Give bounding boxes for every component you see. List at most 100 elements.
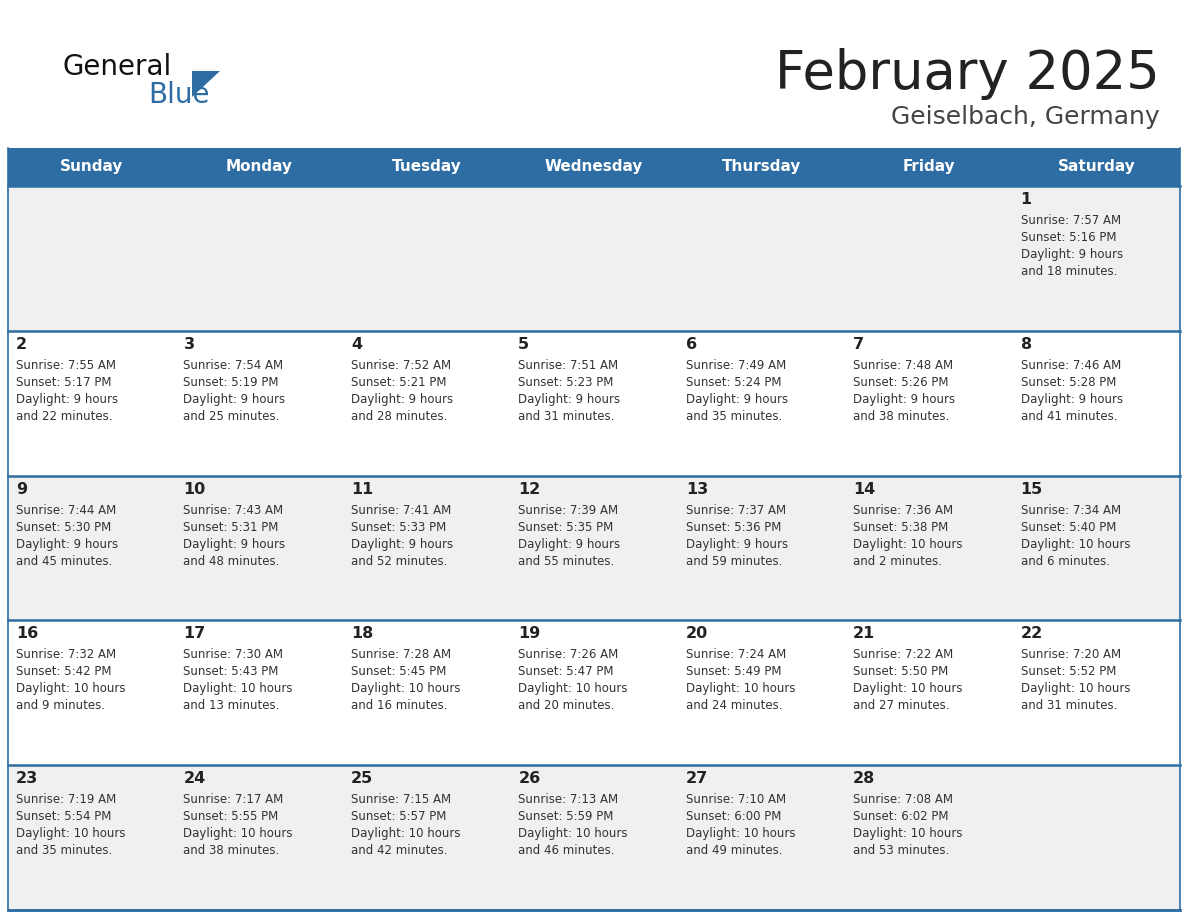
Bar bbox=[8, 766, 1180, 910]
Text: and 53 minutes.: and 53 minutes. bbox=[853, 845, 949, 857]
Bar bbox=[176, 148, 343, 186]
Bar bbox=[8, 148, 176, 186]
Text: Daylight: 9 hours: Daylight: 9 hours bbox=[15, 393, 118, 406]
Text: Sunset: 5:26 PM: Sunset: 5:26 PM bbox=[853, 375, 949, 389]
Text: 5: 5 bbox=[518, 337, 530, 352]
Text: Sunset: 5:45 PM: Sunset: 5:45 PM bbox=[350, 666, 447, 678]
Text: Sunset: 5:43 PM: Sunset: 5:43 PM bbox=[183, 666, 279, 678]
Text: Sunset: 5:52 PM: Sunset: 5:52 PM bbox=[1020, 666, 1116, 678]
Text: Daylight: 9 hours: Daylight: 9 hours bbox=[685, 393, 788, 406]
Text: 12: 12 bbox=[518, 482, 541, 497]
Text: Sunrise: 7:20 AM: Sunrise: 7:20 AM bbox=[1020, 648, 1120, 661]
Text: Sunset: 6:02 PM: Sunset: 6:02 PM bbox=[853, 811, 949, 823]
Text: 15: 15 bbox=[1020, 482, 1043, 497]
Text: 3: 3 bbox=[183, 337, 195, 352]
Text: Sunset: 5:42 PM: Sunset: 5:42 PM bbox=[15, 666, 112, 678]
Text: Sunrise: 7:32 AM: Sunrise: 7:32 AM bbox=[15, 648, 116, 661]
Text: Sunset: 6:00 PM: Sunset: 6:00 PM bbox=[685, 811, 781, 823]
Text: 28: 28 bbox=[853, 771, 876, 786]
Text: and 49 minutes.: and 49 minutes. bbox=[685, 845, 782, 857]
Text: Sunset: 5:55 PM: Sunset: 5:55 PM bbox=[183, 811, 279, 823]
Text: Sunset: 5:19 PM: Sunset: 5:19 PM bbox=[183, 375, 279, 389]
Text: Daylight: 9 hours: Daylight: 9 hours bbox=[15, 538, 118, 551]
Text: Daylight: 10 hours: Daylight: 10 hours bbox=[518, 827, 627, 840]
Text: Sunrise: 7:08 AM: Sunrise: 7:08 AM bbox=[853, 793, 953, 806]
Text: Daylight: 10 hours: Daylight: 10 hours bbox=[183, 827, 293, 840]
Text: Sunrise: 7:15 AM: Sunrise: 7:15 AM bbox=[350, 793, 451, 806]
Text: Sunset: 5:28 PM: Sunset: 5:28 PM bbox=[1020, 375, 1116, 389]
Text: 17: 17 bbox=[183, 626, 206, 642]
Text: 21: 21 bbox=[853, 626, 876, 642]
Text: Sunset: 5:40 PM: Sunset: 5:40 PM bbox=[1020, 521, 1116, 533]
Text: and 42 minutes.: and 42 minutes. bbox=[350, 845, 448, 857]
Text: 23: 23 bbox=[15, 771, 38, 786]
Text: Daylight: 9 hours: Daylight: 9 hours bbox=[350, 393, 453, 406]
Text: 13: 13 bbox=[685, 482, 708, 497]
Text: Sunset: 5:50 PM: Sunset: 5:50 PM bbox=[853, 666, 948, 678]
Text: and 59 minutes.: and 59 minutes. bbox=[685, 554, 782, 567]
Text: and 20 minutes.: and 20 minutes. bbox=[518, 700, 614, 712]
Text: Sunrise: 7:49 AM: Sunrise: 7:49 AM bbox=[685, 359, 786, 372]
Text: Sunrise: 7:44 AM: Sunrise: 7:44 AM bbox=[15, 504, 116, 517]
Text: Sunrise: 7:24 AM: Sunrise: 7:24 AM bbox=[685, 648, 786, 661]
Text: Sunset: 5:33 PM: Sunset: 5:33 PM bbox=[350, 521, 447, 533]
Text: Monday: Monday bbox=[226, 160, 292, 174]
Text: Sunrise: 7:22 AM: Sunrise: 7:22 AM bbox=[853, 648, 954, 661]
Text: 25: 25 bbox=[350, 771, 373, 786]
Text: Daylight: 10 hours: Daylight: 10 hours bbox=[853, 538, 962, 551]
Text: Sunrise: 7:37 AM: Sunrise: 7:37 AM bbox=[685, 504, 785, 517]
Text: 20: 20 bbox=[685, 626, 708, 642]
Text: Sunset: 5:54 PM: Sunset: 5:54 PM bbox=[15, 811, 112, 823]
Text: Wednesday: Wednesday bbox=[545, 160, 643, 174]
Text: and 22 minutes.: and 22 minutes. bbox=[15, 409, 113, 423]
Text: and 24 minutes.: and 24 minutes. bbox=[685, 700, 782, 712]
Text: Daylight: 9 hours: Daylight: 9 hours bbox=[183, 393, 285, 406]
Text: Sunset: 5:59 PM: Sunset: 5:59 PM bbox=[518, 811, 614, 823]
Text: and 31 minutes.: and 31 minutes. bbox=[1020, 700, 1117, 712]
Text: Saturday: Saturday bbox=[1057, 160, 1136, 174]
Text: and 9 minutes.: and 9 minutes. bbox=[15, 700, 105, 712]
Text: and 52 minutes.: and 52 minutes. bbox=[350, 554, 447, 567]
Text: Sunset: 5:47 PM: Sunset: 5:47 PM bbox=[518, 666, 614, 678]
Text: and 38 minutes.: and 38 minutes. bbox=[183, 845, 279, 857]
Text: Daylight: 10 hours: Daylight: 10 hours bbox=[1020, 538, 1130, 551]
Text: and 16 minutes.: and 16 minutes. bbox=[350, 700, 448, 712]
Bar bbox=[343, 148, 511, 186]
Text: and 35 minutes.: and 35 minutes. bbox=[685, 409, 782, 423]
Text: Sunset: 5:16 PM: Sunset: 5:16 PM bbox=[1020, 231, 1116, 244]
Text: Sunrise: 7:10 AM: Sunrise: 7:10 AM bbox=[685, 793, 785, 806]
Text: and 28 minutes.: and 28 minutes. bbox=[350, 409, 447, 423]
Text: Daylight: 10 hours: Daylight: 10 hours bbox=[350, 682, 461, 696]
Text: and 2 minutes.: and 2 minutes. bbox=[853, 554, 942, 567]
Text: 22: 22 bbox=[1020, 626, 1043, 642]
Text: Daylight: 10 hours: Daylight: 10 hours bbox=[685, 682, 795, 696]
Text: 8: 8 bbox=[1020, 337, 1031, 352]
Text: 9: 9 bbox=[15, 482, 27, 497]
Text: and 45 minutes.: and 45 minutes. bbox=[15, 554, 113, 567]
Text: and 13 minutes.: and 13 minutes. bbox=[183, 700, 280, 712]
Text: Sunrise: 7:28 AM: Sunrise: 7:28 AM bbox=[350, 648, 451, 661]
Text: 26: 26 bbox=[518, 771, 541, 786]
Text: Sunrise: 7:34 AM: Sunrise: 7:34 AM bbox=[1020, 504, 1120, 517]
Text: Sunset: 5:35 PM: Sunset: 5:35 PM bbox=[518, 521, 613, 533]
Text: Sunrise: 7:39 AM: Sunrise: 7:39 AM bbox=[518, 504, 619, 517]
Text: Sunrise: 7:30 AM: Sunrise: 7:30 AM bbox=[183, 648, 284, 661]
Text: Sunrise: 7:57 AM: Sunrise: 7:57 AM bbox=[1020, 214, 1120, 227]
Text: and 41 minutes.: and 41 minutes. bbox=[1020, 409, 1117, 423]
Text: Sunrise: 7:43 AM: Sunrise: 7:43 AM bbox=[183, 504, 284, 517]
Text: 11: 11 bbox=[350, 482, 373, 497]
Text: and 18 minutes.: and 18 minutes. bbox=[1020, 265, 1117, 278]
Text: Daylight: 9 hours: Daylight: 9 hours bbox=[685, 538, 788, 551]
Text: and 27 minutes.: and 27 minutes. bbox=[853, 700, 949, 712]
Text: 27: 27 bbox=[685, 771, 708, 786]
Text: and 6 minutes.: and 6 minutes. bbox=[1020, 554, 1110, 567]
Text: February 2025: February 2025 bbox=[776, 48, 1159, 100]
Text: 1: 1 bbox=[1020, 192, 1031, 207]
Text: 4: 4 bbox=[350, 337, 362, 352]
Text: 16: 16 bbox=[15, 626, 38, 642]
Polygon shape bbox=[192, 71, 220, 97]
Text: Sunset: 5:31 PM: Sunset: 5:31 PM bbox=[183, 521, 279, 533]
Text: Daylight: 10 hours: Daylight: 10 hours bbox=[685, 827, 795, 840]
Text: 14: 14 bbox=[853, 482, 876, 497]
Text: Daylight: 9 hours: Daylight: 9 hours bbox=[1020, 393, 1123, 406]
